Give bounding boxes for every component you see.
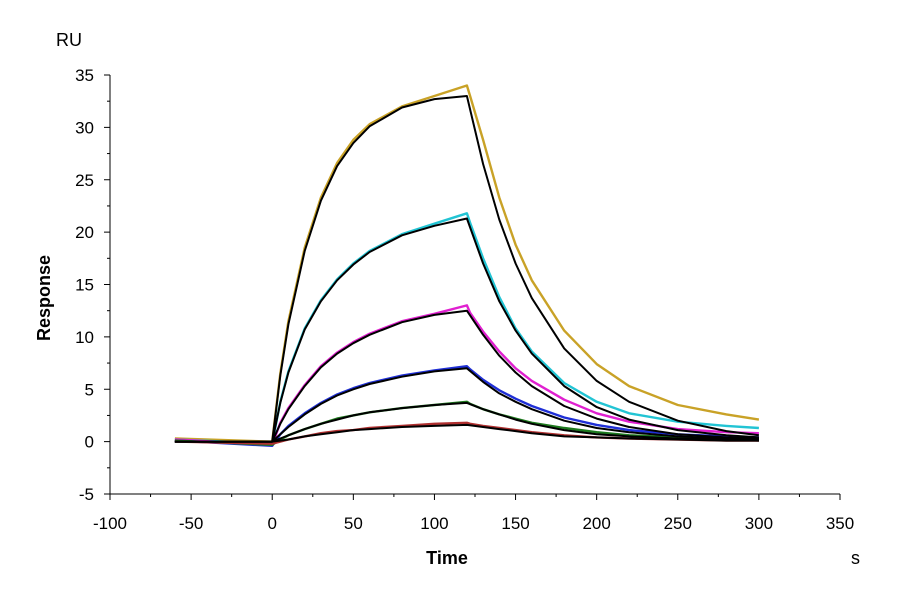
x-tick-label: 250 bbox=[664, 514, 692, 533]
fit-curve-line-5 bbox=[174, 401, 759, 443]
y-tick-label: 0 bbox=[85, 433, 94, 452]
y-tick-label: 25 bbox=[75, 171, 94, 190]
y-tick-label: 30 bbox=[75, 118, 94, 137]
fit-curves bbox=[174, 95, 760, 443]
x-tick-label: 0 bbox=[267, 514, 276, 533]
x-tick-label: 100 bbox=[420, 514, 448, 533]
x-tick-label: -50 bbox=[179, 514, 204, 533]
fit-curve-line-6 bbox=[174, 423, 759, 443]
x-tick-label: 50 bbox=[344, 514, 363, 533]
y-tick-label: 35 bbox=[75, 66, 94, 85]
x-tick-label: 350 bbox=[826, 514, 854, 533]
fit-curve-line-3 bbox=[174, 309, 759, 443]
y-tick-label: 10 bbox=[75, 328, 94, 347]
x-tick-label: 200 bbox=[582, 514, 610, 533]
data-series-line-1 bbox=[174, 84, 760, 443]
y-tick-label: -5 bbox=[79, 485, 94, 504]
fit-curve-line-4 bbox=[174, 367, 759, 443]
x-tick-label: -100 bbox=[93, 514, 127, 533]
data-series-line-2 bbox=[174, 212, 759, 445]
data-series bbox=[174, 84, 760, 447]
y-tick-label: 5 bbox=[85, 380, 94, 399]
y-unit-label: RU bbox=[56, 30, 82, 50]
fit-curve-line-2 bbox=[174, 217, 759, 443]
y-tick-label: 15 bbox=[75, 276, 94, 295]
x-tick-label: 150 bbox=[501, 514, 529, 533]
y-tick-label: 20 bbox=[75, 223, 94, 242]
x-unit-label: s bbox=[851, 548, 860, 568]
x-axis-title: Time bbox=[426, 548, 468, 568]
y-axis-title: Response bbox=[34, 255, 54, 341]
fit-curve-line-1 bbox=[174, 95, 760, 443]
x-tick-label: 300 bbox=[745, 514, 773, 533]
